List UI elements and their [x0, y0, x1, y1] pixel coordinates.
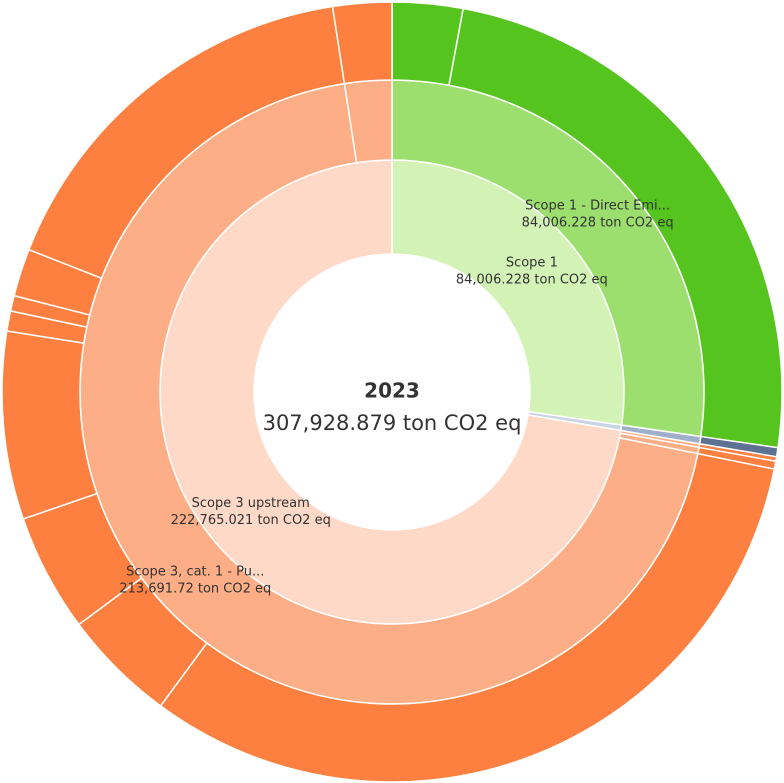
segment-name: Scope 1 - Direct Emi... [525, 198, 670, 213]
segment-value: 84,006.228 ton CO2 eq [456, 272, 608, 287]
center-total: 307,928.879 ton CO2 eq [263, 411, 522, 435]
segment-name: Scope 3, cat. 1 - Pu... [126, 564, 264, 579]
labels: Scope 1 84,006.228 ton CO2 eq Scope 1 - Di… [119, 198, 673, 596]
segment-value: 213,691.72 ton CO2 eq [119, 581, 271, 596]
segment-name: Scope 1 [506, 255, 558, 270]
sunburst-segment [159, 452, 776, 783]
segment-value: 222,765.021 ton CO2 eq [171, 513, 331, 528]
sunburst-segment [331, 1, 393, 85]
segment-name: Scope 3 upstream [192, 496, 310, 511]
center-title: 2023 [364, 379, 420, 403]
segment-value: 84,006.228 ton CO2 eq [522, 215, 674, 230]
